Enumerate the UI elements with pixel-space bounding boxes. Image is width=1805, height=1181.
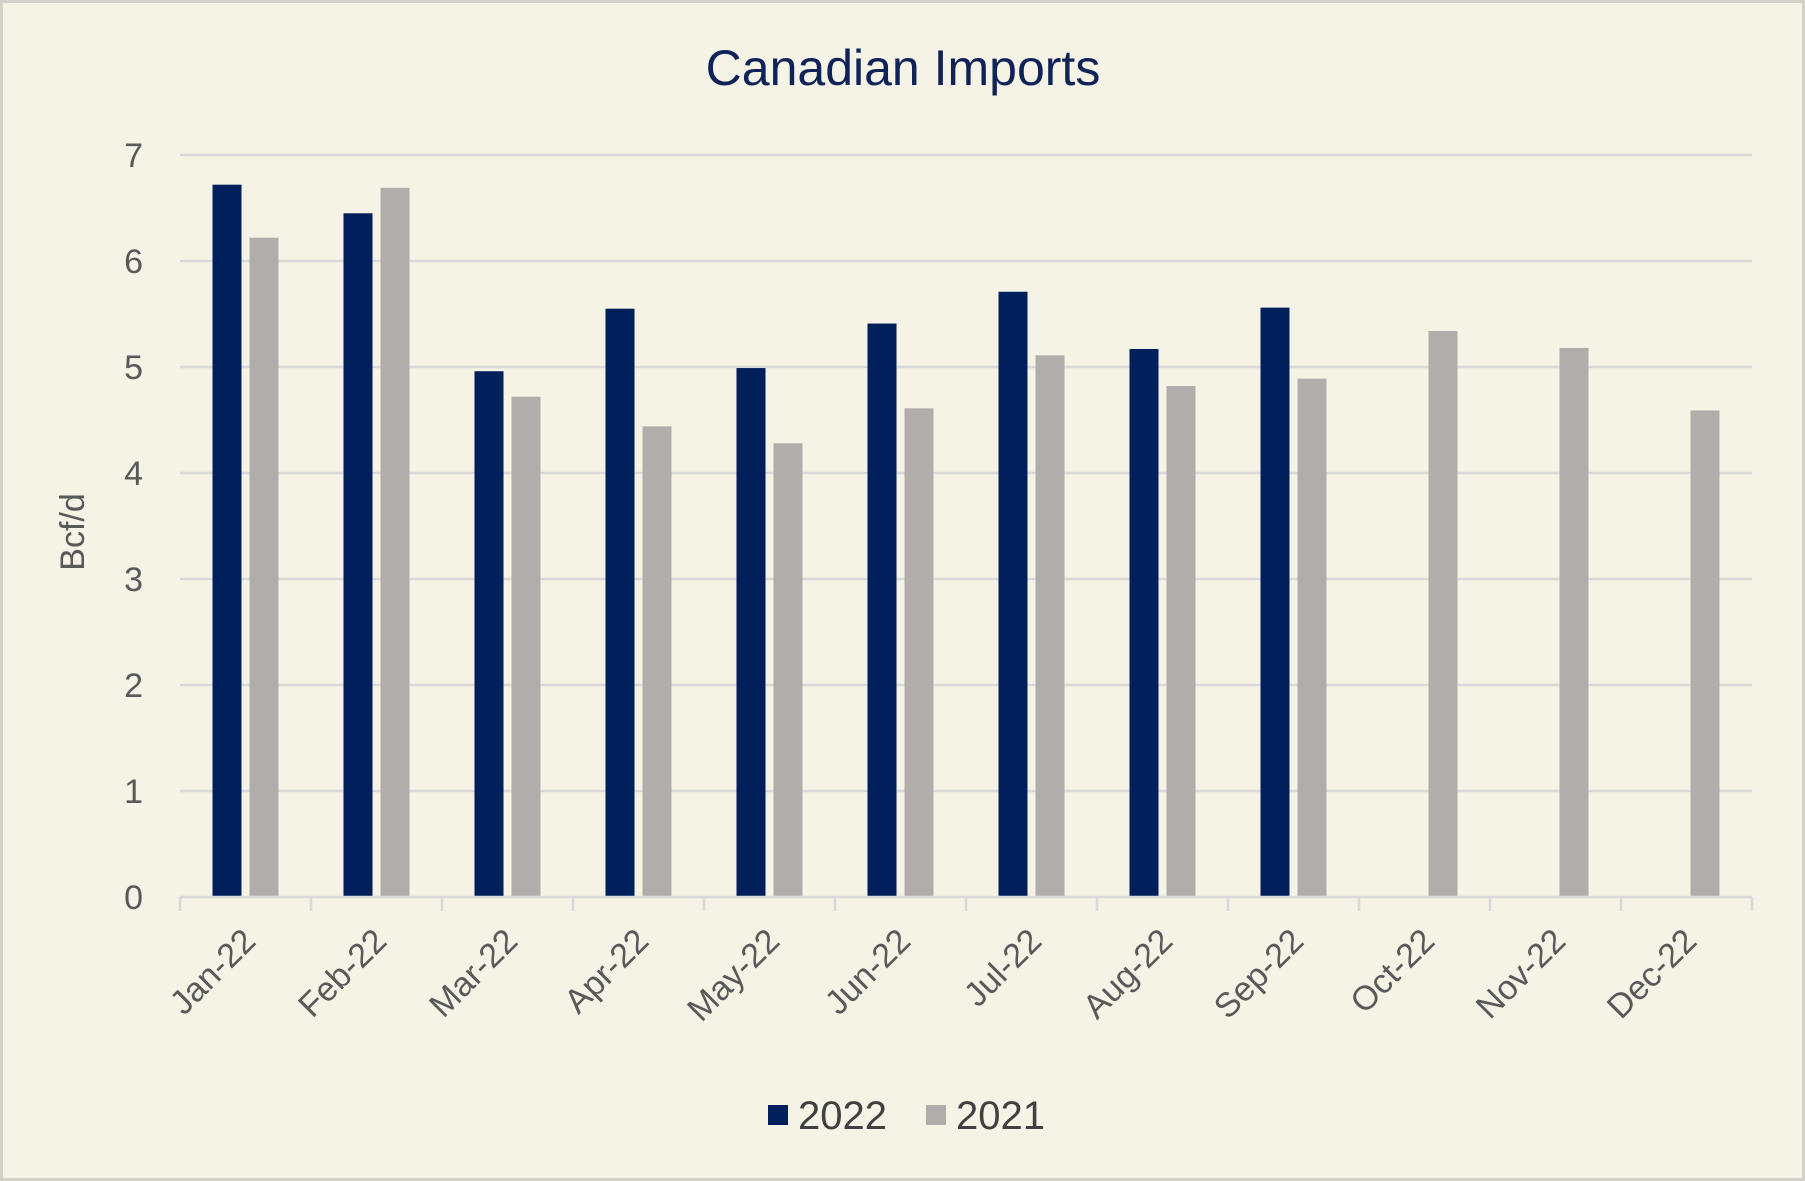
y-tick-label: 0 — [124, 879, 143, 917]
y-axis-label: Bcf/d — [54, 493, 92, 570]
legend-item-2021: 2021 — [926, 1094, 1045, 1138]
y-tick-label: 5 — [124, 349, 143, 387]
bar-2021-Apr-22 — [642, 426, 672, 897]
y-tick-label: 2 — [124, 667, 143, 705]
legend-label: 2021 — [956, 1094, 1045, 1138]
legend-swatch — [926, 1105, 946, 1125]
y-tick-label: 3 — [124, 561, 143, 599]
bar-2022-Mar-22 — [474, 371, 504, 897]
bar-2021-Nov-22 — [1559, 347, 1589, 897]
bar-2022-Apr-22 — [605, 308, 635, 897]
bar-2021-Oct-22 — [1428, 330, 1458, 898]
y-tick-label: 1 — [124, 773, 143, 811]
bar-2022-Aug-22 — [1129, 348, 1159, 898]
bar-2022-May-22 — [736, 368, 766, 897]
bar-2022-Jan-22 — [212, 184, 242, 897]
bar-2021-Jun-22 — [904, 408, 934, 897]
bar-2021-May-22 — [773, 443, 803, 897]
bar-2021-Sep-22 — [1297, 378, 1327, 897]
bar-2021-Dec-22 — [1690, 410, 1720, 897]
chart-title: Canadian Imports — [706, 40, 1101, 96]
bar-2022-Jun-22 — [867, 323, 897, 897]
legend: 2022 2021 — [768, 1094, 1045, 1138]
gridlines — [180, 153, 1752, 793]
bar-2021-Jul-22 — [1035, 355, 1065, 898]
legend-label: 2022 — [798, 1094, 887, 1138]
x-axis — [178, 895, 1754, 911]
legend-item-2022: 2022 — [768, 1094, 887, 1138]
y-axis-tick-labels: 0 1 2 3 4 5 6 7 — [124, 137, 143, 917]
bars — [212, 184, 1720, 898]
bar-2022-Jul-22 — [998, 291, 1028, 897]
legend-swatch — [768, 1105, 788, 1125]
bar-2021-Jan-22 — [249, 237, 279, 897]
bar-2022-Sep-22 — [1260, 307, 1290, 897]
bar-2021-Mar-22 — [511, 396, 541, 897]
bar-2022-Feb-22 — [343, 213, 373, 898]
y-tick-label: 7 — [124, 137, 143, 175]
bar-2021-Aug-22 — [1166, 386, 1196, 897]
bar-2021-Feb-22 — [380, 187, 410, 898]
y-tick-label: 6 — [124, 243, 143, 281]
y-tick-label: 4 — [124, 455, 143, 493]
